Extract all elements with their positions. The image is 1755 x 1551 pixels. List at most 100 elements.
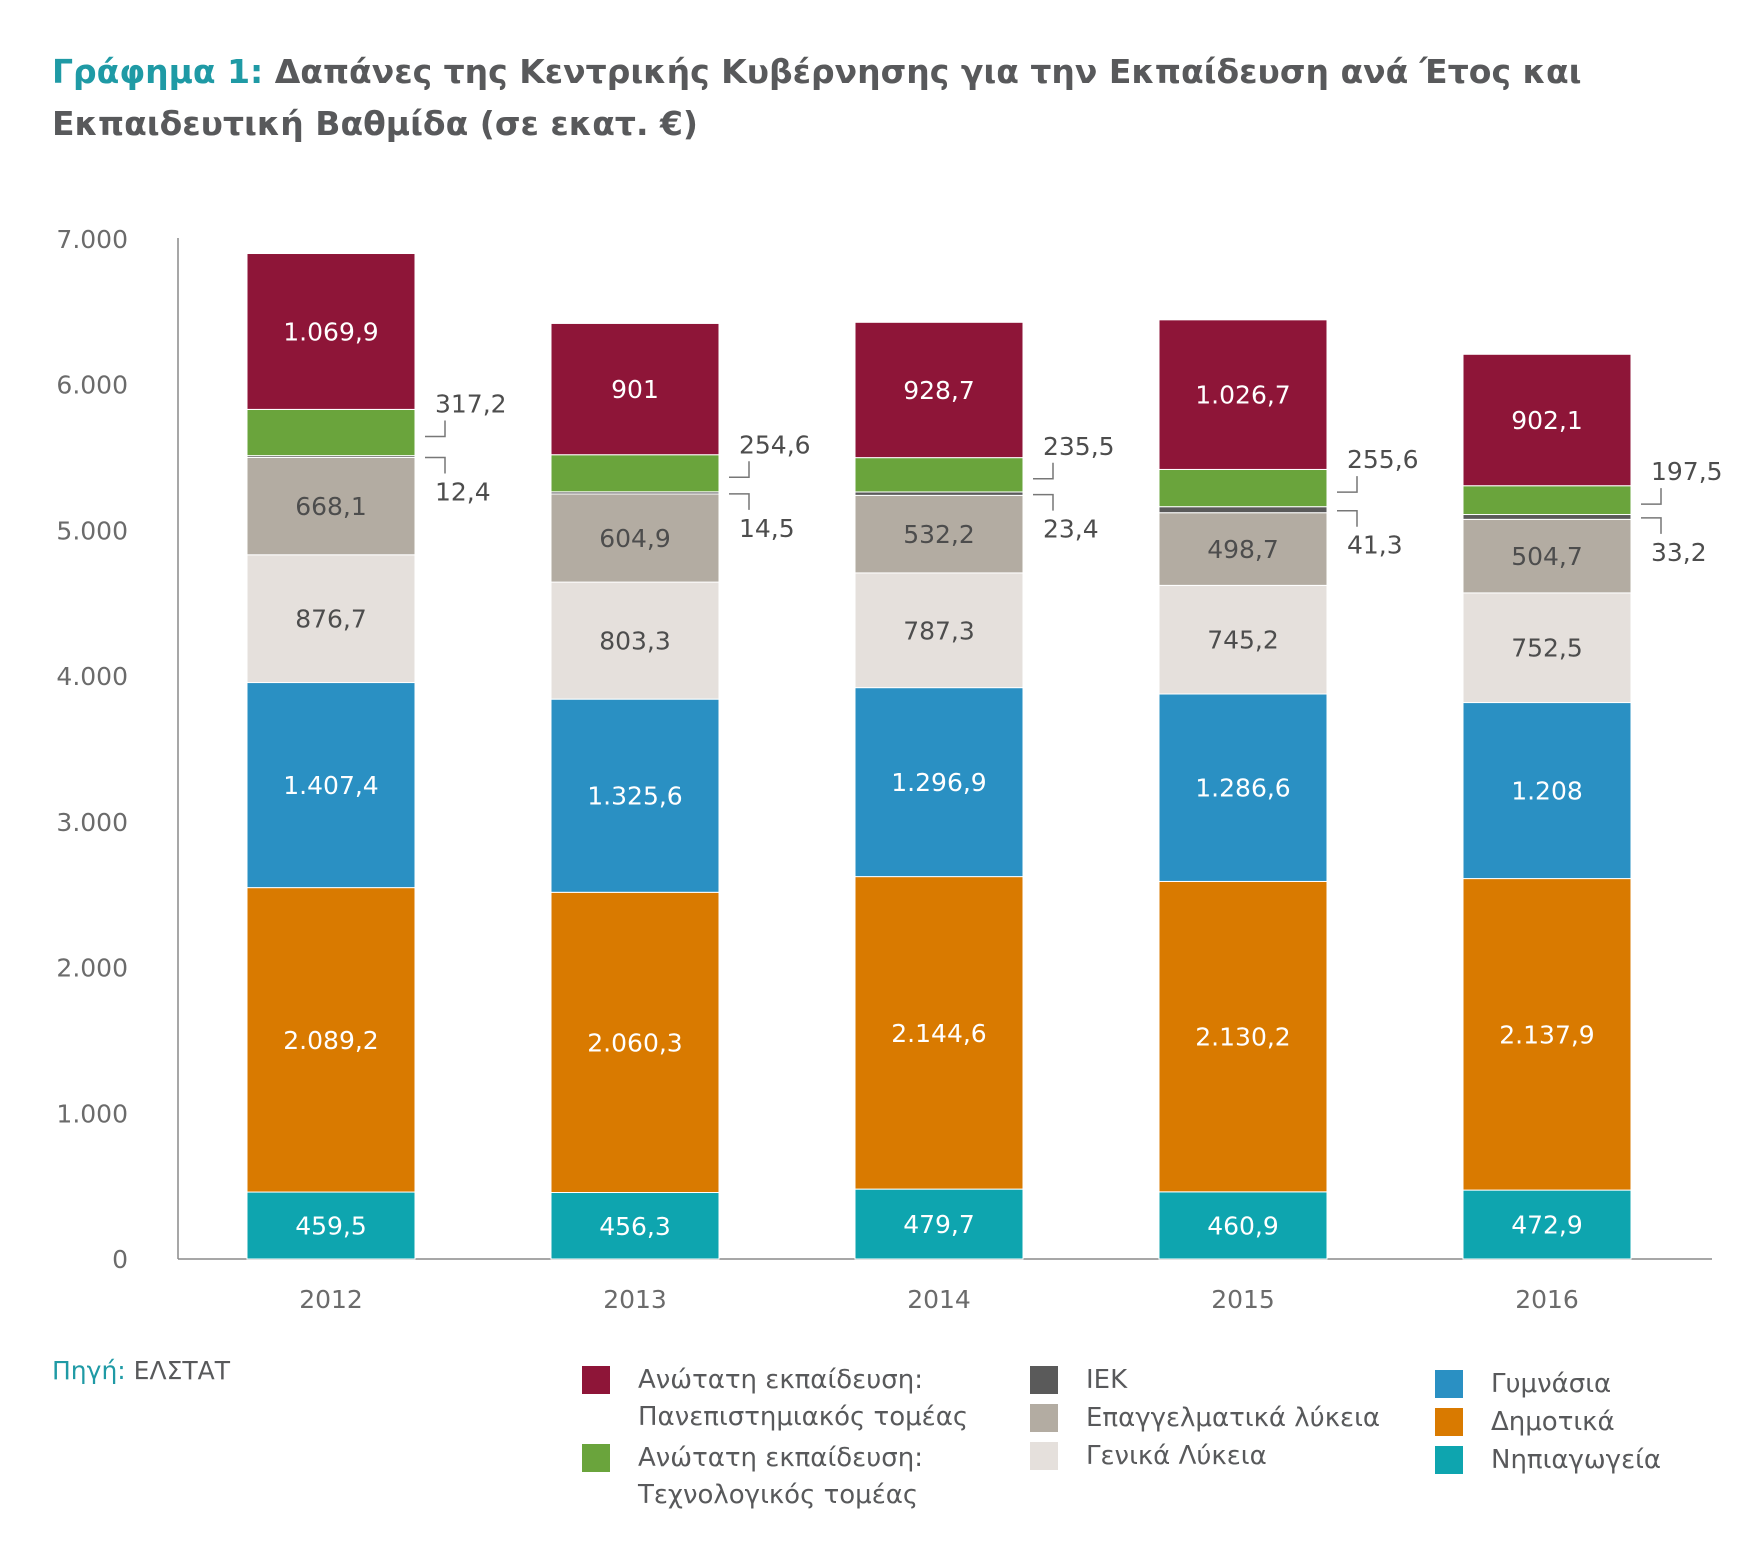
callout-line-2014-series-6 xyxy=(1033,462,1054,480)
chart-title-text: Δαπάνες της Κεντρικής Κυβέρνησης για την… xyxy=(52,52,1582,143)
bar-2015-series-0 xyxy=(1158,1191,1328,1260)
bar-2012-series-4 xyxy=(246,456,416,556)
data-label-2014-series-4: 532,2 xyxy=(903,520,975,549)
data-label-2012-series-1: 2.089,2 xyxy=(283,1026,378,1055)
callout-line-2012-series-6 xyxy=(425,420,446,438)
data-label-2015-series-7: 1.026,7 xyxy=(1195,381,1290,410)
source-note: Πηγή: ΕΛΣΤΑΤ xyxy=(52,1356,230,1385)
data-label-2015-series-4: 498,7 xyxy=(1207,535,1279,564)
bar-2015-series-7 xyxy=(1158,319,1328,470)
bar-2014-series-7 xyxy=(854,321,1024,459)
data-label-2014-series-7: 928,7 xyxy=(903,376,975,405)
y-tick-label-6000: 6.000 xyxy=(56,371,128,400)
data-label-2016-series-5: 33,2 xyxy=(1651,538,1707,567)
x-tick-label-2012: 2012 xyxy=(299,1285,363,1314)
data-label-2013-series-0: 456,3 xyxy=(599,1212,671,1241)
data-label-2012-series-4: 668,1 xyxy=(295,492,367,521)
bar-2016-series-4 xyxy=(1462,518,1632,594)
data-label-2016-series-4: 504,7 xyxy=(1511,542,1583,571)
data-label-2013-series-3: 803,3 xyxy=(599,627,671,656)
data-label-2013-series-2: 1.325,6 xyxy=(587,782,682,811)
callout-line-2013-series-6 xyxy=(729,461,750,479)
x-tick-label-2014: 2014 xyxy=(907,1285,971,1314)
legend-swatch-gymnasiums xyxy=(1435,1370,1463,1398)
bar-2014-series-5 xyxy=(854,491,1024,496)
bar-2015-series-6 xyxy=(1158,468,1328,508)
bar-2016-series-0 xyxy=(1462,1189,1632,1260)
bar-2015-series-4 xyxy=(1158,512,1328,586)
data-label-2014-series-1: 2.144,6 xyxy=(891,1019,986,1048)
legend-label-gymnasiums: Γυμνάσια xyxy=(1491,1369,1612,1399)
callout-line-2016-series-6 xyxy=(1641,488,1662,505)
legend-item-university: Ανώτατη εκπαίδευση: Πανεπιστημιακός τομέ… xyxy=(582,1362,968,1436)
data-label-2013-series-4: 604,9 xyxy=(599,524,671,553)
data-label-2015-series-2: 1.286,6 xyxy=(1195,774,1290,803)
legend-swatch-general-lyceums xyxy=(1030,1442,1058,1470)
chart-title-prefix: Γράφημα 1: xyxy=(52,52,264,91)
legend-item-gymnasiums: Γυμνάσια xyxy=(1435,1366,1611,1403)
callout-line-2016-series-5 xyxy=(1641,517,1662,534)
legend-swatch-iek xyxy=(1030,1366,1058,1394)
legend-item-primary: Δημοτικά xyxy=(1435,1404,1615,1441)
data-label-2014-series-2: 1.296,9 xyxy=(891,768,986,797)
bar-2013-series-6 xyxy=(550,454,720,493)
callout-line-2015-series-6 xyxy=(1337,476,1358,493)
data-label-2012-series-3: 876,7 xyxy=(295,605,367,634)
bar-2012-series-3 xyxy=(246,554,416,684)
legend-swatch-primary xyxy=(1435,1408,1463,1436)
legend-item-kindergartens: Νηπιαγωγεία xyxy=(1435,1442,1661,1479)
bar-2015-series-3 xyxy=(1158,584,1328,695)
x-tick-label-2013: 2013 xyxy=(603,1285,667,1314)
data-label-2012-series-5: 12,4 xyxy=(435,478,491,507)
data-label-2012-series-6: 317,2 xyxy=(435,390,507,419)
bar-2014-series-2 xyxy=(854,687,1024,878)
legend-item-iek: ΙΕΚ xyxy=(1030,1362,1127,1399)
bar-2016-series-5 xyxy=(1462,514,1632,520)
data-label-2016-series-1: 2.137,9 xyxy=(1499,1020,1594,1049)
callout-line-2013-series-5 xyxy=(729,493,750,510)
callout-line-2014-series-5 xyxy=(1033,493,1054,511)
x-tick-label-2016: 2016 xyxy=(1515,1285,1579,1314)
bar-2014-series-6 xyxy=(854,457,1024,493)
bar-2016-series-1 xyxy=(1462,878,1632,1191)
legend-label-iek: ΙΕΚ xyxy=(1086,1365,1128,1395)
bar-2013-series-7 xyxy=(550,322,720,456)
legend-item-vocational: Επαγγελματικά λύκεια xyxy=(1030,1400,1380,1437)
legend-label-technological: Ανώτατη εκπαίδευση: Τεχνολογικός τομέας xyxy=(638,1443,923,1510)
stacked-bar-chart: 0 1.000 2.000 3.000 4.000 5.000 6.000 7.000 2012… xyxy=(56,225,1722,1314)
data-label-2015-series-6: 255,6 xyxy=(1347,445,1419,474)
data-label-2012-series-0: 459,5 xyxy=(295,1212,367,1241)
bar-2013-series-0 xyxy=(550,1192,720,1260)
data-label-2015-series-0: 460,9 xyxy=(1207,1211,1279,1240)
bar-2016-series-6 xyxy=(1462,485,1632,516)
y-tick-label-5000: 5.000 xyxy=(56,516,128,545)
legend-swatch-technological xyxy=(582,1444,610,1472)
data-label-2014-series-3: 787,3 xyxy=(903,616,975,645)
bar-2013-series-4 xyxy=(550,493,720,583)
callout-line-2015-series-5 xyxy=(1337,509,1358,527)
data-label-2016-series-7: 902,1 xyxy=(1511,406,1583,435)
bar-2012-series-0 xyxy=(246,1191,416,1260)
legend-swatch-vocational xyxy=(1030,1404,1058,1432)
bar-2014-series-3 xyxy=(854,572,1024,689)
bar-2012-series-1 xyxy=(246,887,416,1193)
y-tick-label-2000: 2.000 xyxy=(56,954,128,983)
bar-2013-series-3 xyxy=(550,581,720,700)
bar-2016-series-7 xyxy=(1462,353,1632,487)
data-label-2013-series-6: 254,6 xyxy=(739,430,811,459)
bar-2016-series-3 xyxy=(1462,592,1632,704)
bar-2015-series-2 xyxy=(1158,693,1328,882)
source-value: ΕΛΣΤΑΤ xyxy=(133,1356,231,1385)
bar-2012-series-2 xyxy=(246,682,416,889)
data-label-2015-series-1: 2.130,2 xyxy=(1195,1023,1290,1052)
legend-swatch-kindergartens xyxy=(1435,1446,1463,1474)
legend-swatch-university xyxy=(582,1366,610,1394)
data-label-2013-series-5: 14,5 xyxy=(739,514,795,543)
y-tick-label-0: 0 xyxy=(112,1245,128,1274)
bar-2016-series-2 xyxy=(1462,702,1632,880)
bar-2015-series-1 xyxy=(1158,880,1328,1193)
y-tick-label-4000: 4.000 xyxy=(56,662,128,691)
data-label-2013-series-1: 2.060,3 xyxy=(587,1028,682,1057)
data-label-2012-series-2: 1.407,4 xyxy=(283,771,378,800)
bar-2013-series-2 xyxy=(550,698,720,893)
